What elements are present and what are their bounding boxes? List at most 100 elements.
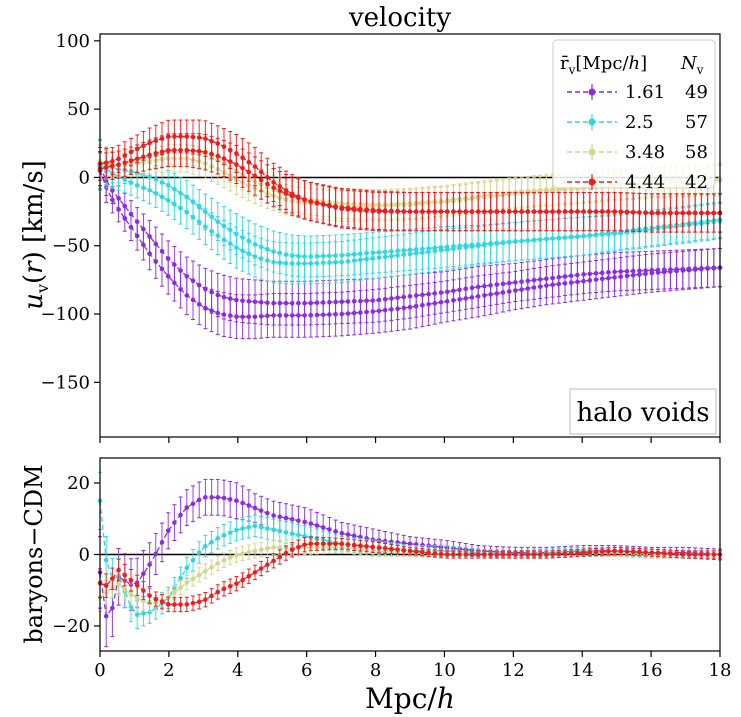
data-point xyxy=(110,158,115,164)
legend-radius-label: 3.48 xyxy=(625,142,665,163)
data-point xyxy=(178,602,183,607)
data-point xyxy=(451,209,456,214)
data-point xyxy=(116,196,121,201)
data-point xyxy=(333,205,338,210)
data-point xyxy=(655,550,661,556)
data-point xyxy=(190,278,196,284)
data-point xyxy=(141,588,146,593)
data-point xyxy=(271,545,276,550)
data-point xyxy=(674,210,679,216)
data-point xyxy=(240,235,245,240)
data-point xyxy=(624,268,630,274)
data-point xyxy=(271,249,276,254)
data-point xyxy=(457,209,462,214)
data-point xyxy=(587,550,593,555)
data-point xyxy=(221,557,227,563)
data-point xyxy=(525,238,531,243)
data-point xyxy=(568,550,574,556)
data-point xyxy=(544,276,549,281)
data-point xyxy=(544,187,549,193)
x-tick-label: 16 xyxy=(640,660,663,681)
data-point xyxy=(227,147,233,153)
data-point xyxy=(593,232,599,237)
data-point xyxy=(327,527,332,532)
data-point xyxy=(519,238,524,244)
data-point xyxy=(141,143,146,149)
data-point xyxy=(482,552,487,557)
data-point xyxy=(184,194,190,200)
data-point xyxy=(172,590,177,596)
data-point xyxy=(289,547,295,553)
data-point xyxy=(612,269,617,275)
data-point xyxy=(531,552,537,557)
data-point xyxy=(209,495,214,500)
data-point xyxy=(258,244,264,250)
data-point xyxy=(296,300,301,306)
data-point xyxy=(196,204,202,210)
data-point xyxy=(246,298,252,304)
data-point xyxy=(258,508,264,513)
data-point xyxy=(277,545,283,550)
data-point xyxy=(463,286,469,292)
data-point xyxy=(339,206,345,212)
legend-entry: 1.61 49 xyxy=(567,82,708,103)
data-point xyxy=(258,547,264,552)
data-point xyxy=(475,284,481,290)
data-point xyxy=(227,583,233,589)
data-point xyxy=(661,267,667,273)
data-point xyxy=(283,300,289,306)
data-point xyxy=(289,517,295,522)
data-point xyxy=(537,552,543,557)
data-point xyxy=(395,295,400,301)
data-point xyxy=(358,251,363,257)
data-point xyxy=(283,252,289,257)
data-point xyxy=(141,611,146,616)
difference-plot-frame xyxy=(99,457,721,652)
data-point xyxy=(141,226,146,232)
data-point xyxy=(537,209,543,214)
data-point xyxy=(339,299,345,305)
data-point xyxy=(159,599,165,604)
data-point xyxy=(686,210,692,216)
data-point xyxy=(159,248,165,254)
data-point xyxy=(376,545,382,551)
data-point xyxy=(593,549,599,555)
legend-marker xyxy=(588,118,596,126)
data-point xyxy=(110,605,115,611)
data-point xyxy=(643,268,648,273)
data-point xyxy=(612,209,617,214)
legend-entry: 3.48 58 xyxy=(567,142,708,163)
data-point xyxy=(103,160,109,166)
data-point xyxy=(692,552,698,557)
data-point xyxy=(389,546,394,552)
data-point xyxy=(221,532,227,538)
x-tick-label: 6 xyxy=(301,660,312,681)
data-point xyxy=(699,552,704,557)
data-point xyxy=(550,236,555,241)
data-point xyxy=(556,274,562,280)
legend-entry: 4.44 42 xyxy=(567,172,708,193)
data-point xyxy=(556,235,562,241)
legend-marker xyxy=(588,148,596,156)
data-point xyxy=(482,241,487,247)
data-point xyxy=(339,252,345,258)
data-point xyxy=(327,203,332,209)
data-point xyxy=(413,293,419,298)
data-point xyxy=(500,209,506,214)
data-point xyxy=(271,527,276,533)
data-point xyxy=(407,541,413,547)
data-point xyxy=(500,552,506,557)
data-point xyxy=(686,266,692,272)
data-point xyxy=(190,199,196,205)
data-point xyxy=(296,194,301,200)
data-point xyxy=(531,277,537,283)
data-point xyxy=(265,526,270,531)
data-point xyxy=(382,249,388,255)
data-point xyxy=(457,243,462,249)
legend-entry: 2.5 57 xyxy=(567,112,708,133)
data-point xyxy=(320,525,326,530)
data-point xyxy=(252,570,258,575)
legend-count-label: 57 xyxy=(685,112,708,133)
data-point xyxy=(351,542,357,548)
